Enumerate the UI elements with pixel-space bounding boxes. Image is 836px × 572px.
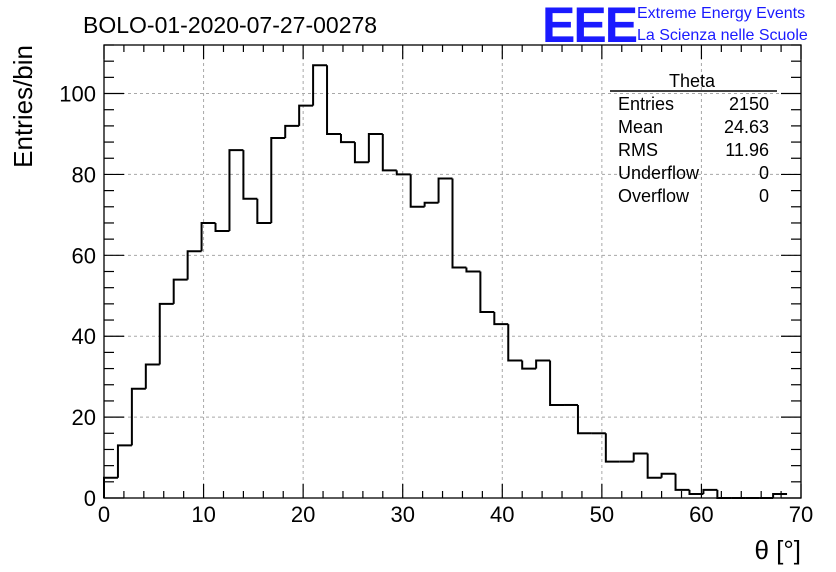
stats-row-label: Underflow bbox=[618, 163, 700, 183]
histogram-bin bbox=[353, 142, 369, 164]
histogram-bin bbox=[228, 149, 244, 232]
y-tick-label: 60 bbox=[72, 243, 96, 268]
stats-row-value: 0 bbox=[759, 186, 769, 206]
histogram-bin bbox=[130, 387, 146, 446]
histogram-bin bbox=[256, 198, 272, 224]
histogram-bin bbox=[409, 174, 425, 208]
axis-ticks bbox=[103, 44, 802, 499]
stats-row-label: Entries bbox=[618, 94, 674, 114]
x-tick-label: 40 bbox=[490, 502, 514, 527]
x-tick-label: 10 bbox=[191, 502, 215, 527]
histogram-bars bbox=[103, 64, 788, 499]
y-tick-label: 20 bbox=[72, 405, 96, 430]
histogram-bin bbox=[116, 444, 132, 478]
x-tick-label: 20 bbox=[291, 502, 315, 527]
histogram-bin bbox=[395, 170, 411, 176]
histogram-bin bbox=[423, 201, 439, 207]
stats-row-value: 24.63 bbox=[724, 117, 769, 137]
histogram-bin bbox=[674, 473, 690, 491]
grid-lines bbox=[104, 45, 801, 498]
histogram-bin bbox=[535, 359, 551, 369]
histogram-bin bbox=[242, 150, 258, 200]
x-tick-label: 70 bbox=[789, 502, 813, 527]
y-tick-label: 40 bbox=[72, 324, 96, 349]
stats-row-label: RMS bbox=[618, 140, 658, 160]
plot-frame bbox=[103, 44, 802, 499]
histogram-bin bbox=[465, 267, 481, 273]
stats-title: Theta bbox=[669, 71, 716, 91]
stats-row-value: 0 bbox=[759, 163, 769, 183]
stats-row-label: Mean bbox=[618, 117, 663, 137]
y-tick-label: 80 bbox=[72, 162, 96, 187]
x-tick-label: 50 bbox=[590, 502, 614, 527]
histogram-bin bbox=[326, 65, 341, 135]
histogram-bin bbox=[660, 472, 676, 478]
histogram-bin bbox=[646, 453, 662, 479]
histogram-bin bbox=[493, 311, 509, 326]
histogram-bin bbox=[158, 302, 174, 365]
histogram-bin bbox=[632, 452, 648, 462]
histogram-bin bbox=[284, 124, 300, 139]
histogram-bin bbox=[716, 489, 732, 499]
logo-line-1: Extreme Energy Events bbox=[637, 5, 805, 22]
histogram-bin bbox=[479, 271, 495, 313]
histogram-bin bbox=[186, 250, 202, 280]
x-tick-label: 0 bbox=[98, 502, 110, 527]
histogram-bin bbox=[549, 360, 565, 406]
logo-mark: EEE bbox=[542, 0, 637, 53]
stats-row-label: Overflow bbox=[618, 186, 690, 206]
histogram-bin bbox=[103, 476, 118, 498]
histogram-bin bbox=[507, 324, 523, 362]
stats-row-value: 11.96 bbox=[725, 140, 769, 160]
histogram-bin bbox=[339, 133, 355, 144]
histogram-bin bbox=[144, 363, 160, 389]
histogram-bin bbox=[437, 177, 453, 203]
histogram-bin bbox=[298, 104, 314, 126]
histogram-bin bbox=[367, 132, 383, 163]
histogram-bin bbox=[772, 492, 788, 498]
y-tick-labels: 0 20 40 60 80 100 bbox=[59, 82, 96, 511]
histogram-bin bbox=[381, 133, 397, 172]
histogram-bin bbox=[521, 360, 537, 370]
chart-title: BOLO-01-2020-07-27-00278 bbox=[83, 12, 377, 38]
histogram-bin bbox=[688, 489, 704, 495]
y-tick-label: 0 bbox=[84, 486, 96, 511]
histogram-bin bbox=[172, 278, 188, 304]
eee-logo: EEE Extreme Energy Events La Scienza nel… bbox=[542, 0, 808, 53]
logo-line-2: La Scienza nelle Scuole bbox=[637, 27, 808, 44]
stats-rows: Entries 2150 Mean 24.63 RMS 11.96 Underflow 0 Ov… bbox=[618, 94, 769, 206]
stats-box: Theta Entries 2150 Mean 24.63 RMS 11.96 Underf… bbox=[610, 71, 777, 206]
y-tick-label: 100 bbox=[59, 82, 96, 107]
histogram-bin bbox=[702, 488, 718, 494]
x-tick-labels: 0 10 20 30 40 50 60 70 bbox=[98, 502, 813, 527]
histogram-bin bbox=[312, 64, 328, 106]
histogram-bin bbox=[576, 404, 592, 435]
histogram-bin bbox=[604, 433, 620, 463]
x-axis-label: θ [°] bbox=[754, 535, 801, 565]
histogram-bin bbox=[214, 222, 230, 233]
x-tick-label: 60 bbox=[689, 502, 713, 527]
histogram-bin bbox=[451, 178, 467, 269]
stats-row-value: 2150 bbox=[729, 94, 769, 114]
histogram-bin bbox=[270, 137, 286, 223]
y-axis-label: Entries/bin bbox=[8, 45, 38, 168]
x-tick-label: 30 bbox=[390, 502, 414, 527]
histogram-bin bbox=[200, 221, 216, 252]
